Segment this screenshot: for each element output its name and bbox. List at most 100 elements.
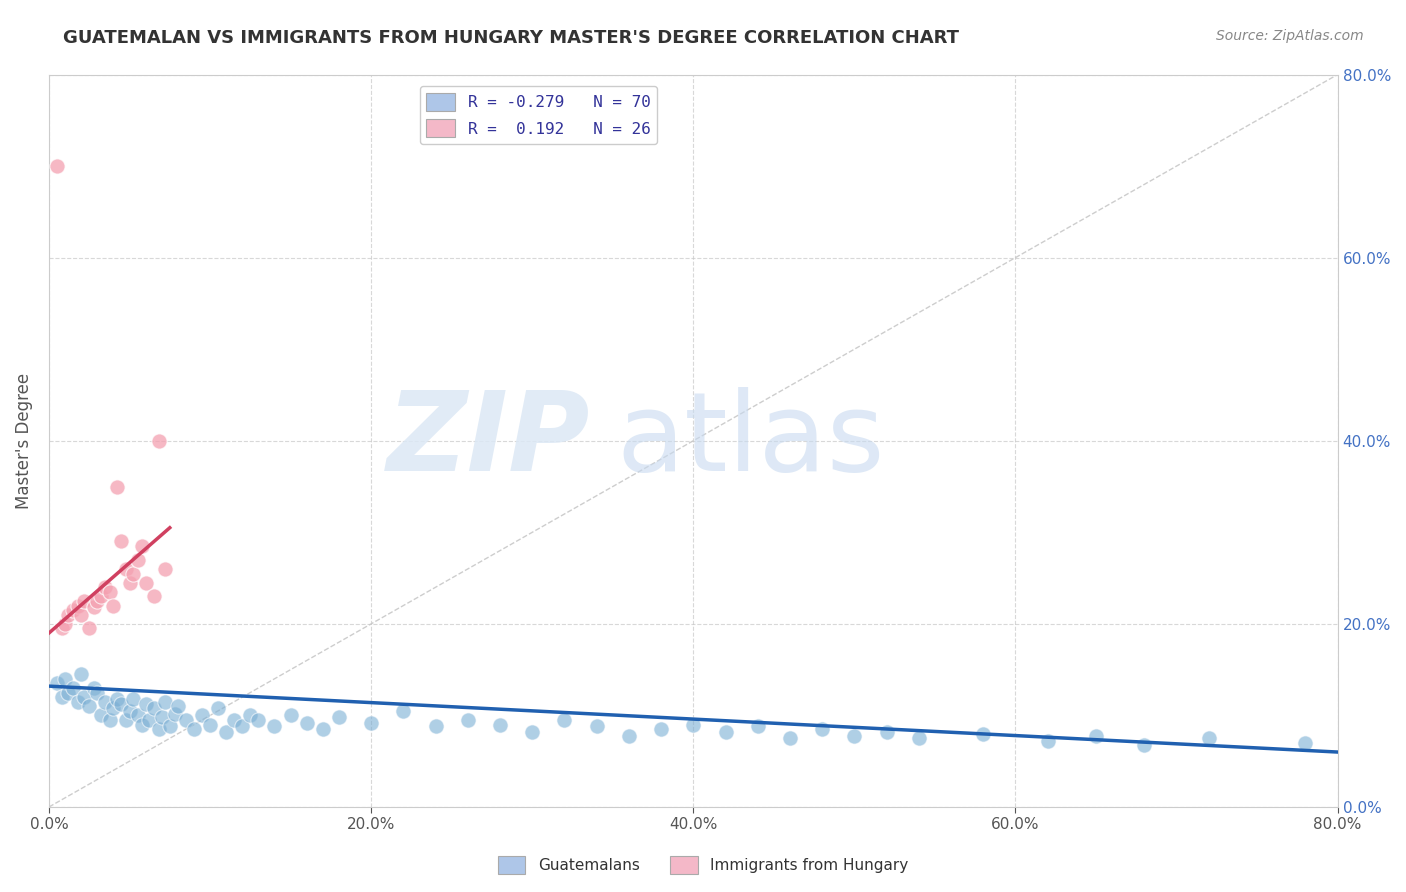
- Point: [617, 729, 640, 743]
- Point: [166, 699, 188, 714]
- Point: [131, 717, 153, 731]
- Legend: R = -0.279   N = 70, R =  0.192   N = 26: R = -0.279 N = 70, R = 0.192 N = 26: [420, 87, 657, 144]
- Point: [121, 692, 143, 706]
- Text: GUATEMALAN VS IMMIGRANTS FROM HUNGARY MASTER'S DEGREE CORRELATION CHART: GUATEMALAN VS IMMIGRANTS FROM HUNGARY MA…: [63, 29, 959, 46]
- Point: [86, 594, 108, 608]
- Point: [86, 685, 108, 699]
- Point: [457, 713, 479, 727]
- Point: [77, 622, 100, 636]
- Point: [135, 575, 157, 590]
- Point: [280, 708, 302, 723]
- Point: [53, 616, 76, 631]
- Point: [148, 722, 170, 736]
- Point: [163, 706, 186, 721]
- Point: [328, 710, 350, 724]
- Point: [1133, 738, 1156, 752]
- Point: [142, 701, 165, 715]
- Point: [148, 434, 170, 448]
- Point: [224, 713, 246, 727]
- Point: [908, 731, 931, 746]
- Point: [811, 722, 834, 736]
- Text: ZIP: ZIP: [387, 387, 591, 494]
- Point: [118, 575, 141, 590]
- Point: [83, 600, 105, 615]
- Point: [682, 717, 704, 731]
- Point: [77, 699, 100, 714]
- Point: [94, 580, 117, 594]
- Point: [98, 584, 121, 599]
- Y-axis label: Master's Degree: Master's Degree: [15, 373, 32, 508]
- Point: [191, 708, 214, 723]
- Point: [215, 725, 238, 739]
- Point: [138, 713, 160, 727]
- Point: [98, 713, 121, 727]
- Point: [150, 710, 173, 724]
- Point: [360, 715, 382, 730]
- Point: [522, 725, 544, 739]
- Point: [110, 534, 132, 549]
- Point: [73, 690, 96, 705]
- Point: [118, 704, 141, 718]
- Point: [94, 695, 117, 709]
- Point: [553, 713, 575, 727]
- Point: [153, 695, 176, 709]
- Point: [58, 607, 80, 622]
- Point: [51, 690, 73, 705]
- Point: [127, 553, 149, 567]
- Point: [46, 159, 69, 173]
- Point: [714, 725, 737, 739]
- Point: [58, 685, 80, 699]
- Point: [127, 708, 149, 723]
- Point: [121, 566, 143, 581]
- Point: [425, 719, 447, 733]
- Point: [1198, 731, 1220, 746]
- Text: Source: ZipAtlas.com: Source: ZipAtlas.com: [1216, 29, 1364, 43]
- Point: [103, 701, 125, 715]
- Point: [66, 599, 89, 613]
- Point: [135, 698, 157, 712]
- Point: [747, 719, 769, 733]
- Point: [174, 713, 197, 727]
- Point: [183, 722, 205, 736]
- Point: [53, 672, 76, 686]
- Point: [83, 681, 105, 695]
- Point: [62, 603, 84, 617]
- Point: [51, 622, 73, 636]
- Point: [972, 727, 994, 741]
- Point: [392, 704, 415, 718]
- Point: [115, 713, 138, 727]
- Point: [131, 539, 153, 553]
- Point: [142, 590, 165, 604]
- Point: [89, 590, 111, 604]
- Point: [110, 698, 132, 712]
- Point: [115, 562, 138, 576]
- Point: [207, 701, 229, 715]
- Point: [46, 676, 69, 690]
- Point: [312, 722, 335, 736]
- Point: [263, 719, 285, 733]
- Point: [1294, 736, 1316, 750]
- Point: [105, 479, 128, 493]
- Point: [70, 607, 93, 622]
- Point: [239, 708, 262, 723]
- Point: [66, 695, 89, 709]
- Point: [1085, 729, 1108, 743]
- Point: [876, 725, 898, 739]
- Point: [62, 681, 84, 695]
- Point: [1036, 734, 1059, 748]
- Point: [103, 599, 125, 613]
- Point: [153, 562, 176, 576]
- Point: [295, 715, 318, 730]
- Point: [89, 708, 111, 723]
- Point: [198, 717, 221, 731]
- Point: [650, 722, 672, 736]
- Point: [779, 731, 801, 746]
- Point: [105, 692, 128, 706]
- Point: [489, 717, 512, 731]
- Point: [844, 729, 866, 743]
- Legend: Guatemalans, Immigrants from Hungary: Guatemalans, Immigrants from Hungary: [492, 850, 914, 880]
- Point: [70, 667, 93, 681]
- Point: [247, 713, 270, 727]
- Text: atlas: atlas: [616, 387, 884, 494]
- Point: [73, 594, 96, 608]
